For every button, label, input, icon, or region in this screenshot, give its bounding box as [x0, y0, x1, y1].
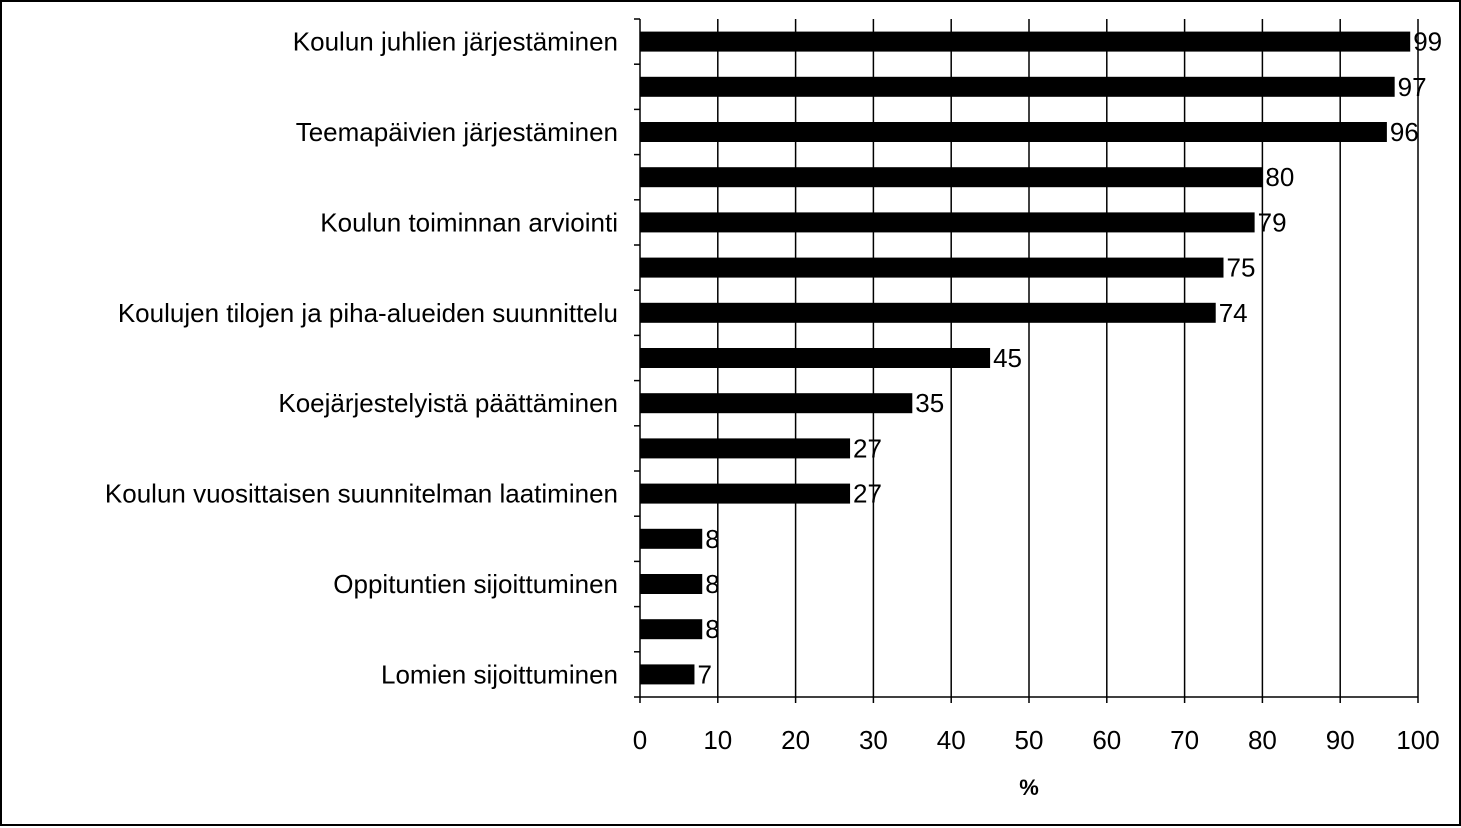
bar	[640, 348, 991, 368]
data-label: 99	[1413, 27, 1442, 57]
category-label: Koulujen tilojen ja piha-alueiden suunni…	[118, 298, 618, 328]
data-label: 97	[1398, 72, 1427, 102]
data-label: 8	[705, 524, 719, 554]
bar	[640, 438, 851, 459]
bar	[640, 167, 1263, 188]
category-label: Teemapäivien järjestäminen	[296, 117, 618, 147]
bar	[640, 528, 703, 549]
x-tick-label: 20	[781, 725, 810, 755]
bars	[640, 31, 1411, 685]
bar	[640, 619, 703, 640]
bar	[640, 212, 1255, 233]
data-label: 27	[853, 479, 882, 509]
data-label: 79	[1258, 207, 1287, 237]
bar	[640, 574, 703, 594]
x-tick-label: 60	[1092, 725, 1121, 755]
bar	[640, 122, 1387, 142]
data-label: 8	[705, 569, 719, 599]
data-label: 8	[705, 614, 719, 644]
labels: 0 10 20 30 40 50 60 70 80 90 100 99 Koulun juhlien j…	[105, 27, 1442, 755]
data-label: 80	[1265, 162, 1294, 192]
bar	[640, 393, 913, 414]
bar	[640, 483, 851, 504]
data-label: 45	[993, 343, 1022, 373]
data-label: 96	[1390, 117, 1419, 147]
x-tick-label: 80	[1248, 725, 1277, 755]
axes	[634, 18, 1419, 703]
bar	[640, 76, 1395, 97]
x-tick-label: 40	[937, 725, 966, 755]
x-axis-title: %	[1019, 775, 1039, 800]
data-label: 35	[915, 388, 944, 418]
x-tick-label: 0	[633, 725, 647, 755]
x-tick-label: 30	[859, 725, 888, 755]
x-tick-label: 90	[1326, 725, 1355, 755]
bar	[640, 31, 1411, 52]
x-tick-label: 10	[703, 725, 732, 755]
data-label: 7	[697, 659, 711, 689]
category-label: Lomien sijoittuminen	[381, 659, 618, 689]
data-label: 74	[1219, 298, 1248, 328]
bar	[640, 257, 1224, 278]
x-tick-label: 70	[1170, 725, 1199, 755]
data-label: 27	[853, 433, 882, 463]
x-tick-label: 100	[1396, 725, 1439, 755]
bar	[640, 302, 1216, 323]
x-tick-label: 50	[1015, 725, 1044, 755]
bar	[640, 664, 695, 685]
category-label: Koejärjestelyistä päättäminen	[278, 388, 618, 418]
category-label: Koulun toiminnan arviointi	[320, 207, 618, 237]
category-label: Koulun vuosittaisen suunnitelman laatimi…	[105, 479, 618, 509]
category-label: Oppituntien sijoittuminen	[333, 569, 618, 599]
data-label: 75	[1227, 253, 1256, 283]
category-label: Koulun juhlien järjestäminen	[293, 27, 618, 57]
